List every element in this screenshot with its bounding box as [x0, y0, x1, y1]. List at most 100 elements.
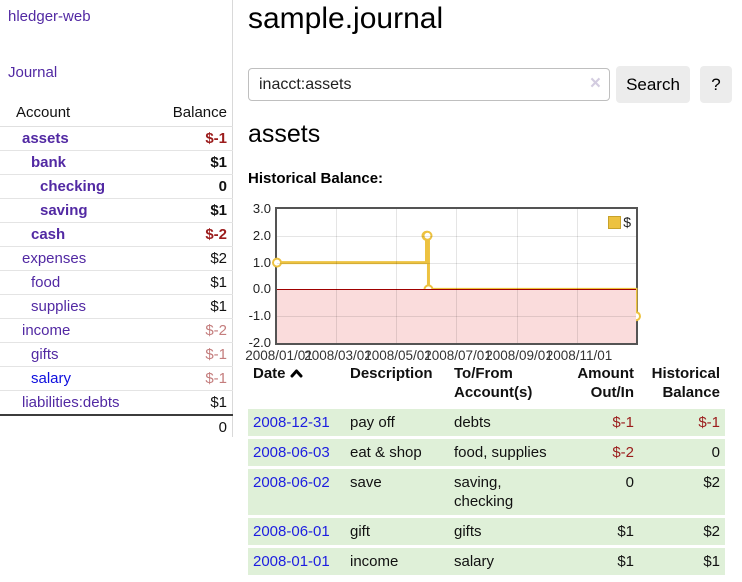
account-cell: assets	[0, 126, 154, 151]
search-input[interactable]	[248, 68, 610, 101]
account-row: food $1	[0, 270, 233, 295]
account-balance: $1	[153, 390, 233, 416]
historical-balance-chart: 3.0 2.0 1.0 0.0 -1.0 -2.0 $ 2008/01/01 2008/03…	[245, 201, 728, 367]
register-row: 2008-01-01 income salary $1 $1	[248, 546, 725, 578]
accounts-header-account: Account	[0, 100, 154, 127]
clear-search-icon[interactable]: ×	[589, 73, 601, 94]
txn-amount: $1	[561, 546, 639, 578]
account-row: assets $-1	[0, 126, 233, 151]
account-row: bank $1	[0, 150, 233, 175]
txn-balance: $1	[639, 546, 725, 578]
register-body: 2008-12-31 pay off debts $-1 $-1 2008-06…	[248, 407, 725, 578]
data-point-marker	[422, 230, 433, 241]
account-row: income $-2	[0, 318, 233, 343]
account-balance: $-2	[153, 222, 233, 247]
v-gridline	[336, 209, 337, 343]
accounts-total-value: 0	[153, 414, 233, 439]
chart-legend: $	[608, 214, 631, 230]
account-balance: $1	[153, 198, 233, 223]
txn-amount: 0	[561, 467, 639, 518]
account-balance: $1	[153, 150, 233, 175]
register-header-accounts: To/From Account(s)	[449, 360, 561, 409]
account-row: liabilities:debts $1	[0, 390, 233, 416]
accounts-header-balance: Balance	[153, 100, 233, 127]
register-header-amount: Amount Out/In	[561, 360, 639, 409]
account-cell: gifts	[0, 342, 154, 367]
txn-date-link[interactable]: 2008-12-31	[253, 414, 330, 431]
account-link[interactable]: income	[22, 322, 71, 339]
txn-description: save	[345, 467, 449, 518]
txn-description: pay off	[345, 407, 449, 439]
sidebar: hledger-web Journal Account Balance asse…	[0, 0, 233, 439]
account-balance: 0	[153, 174, 233, 199]
register-row: 2008-12-31 pay off debts $-1 $-1	[248, 407, 725, 439]
x-tick-label: 2008/03/01	[304, 348, 372, 363]
chart-plot: $	[272, 207, 641, 345]
account-cell: income	[0, 318, 154, 343]
negative-region	[277, 289, 636, 343]
txn-date-link[interactable]: 2008-06-02	[253, 474, 330, 491]
brand-link[interactable]: hledger-web	[8, 8, 91, 25]
account-cell: saving	[0, 198, 154, 223]
account-link[interactable]: gifts	[31, 346, 59, 363]
txn-balance: 0	[639, 437, 725, 469]
accounts-header-row: Account Balance	[0, 100, 233, 127]
txn-balance: $-1	[639, 407, 725, 439]
account-link[interactable]: food	[31, 274, 61, 291]
account-cell: salary	[0, 366, 154, 391]
data-point-marker	[272, 257, 282, 268]
txn-date-cell: 2008-12-31	[248, 407, 345, 439]
v-gridline	[396, 209, 397, 343]
txn-accounts: saving, checking	[449, 467, 561, 518]
account-link[interactable]: assets	[22, 130, 69, 147]
txn-balance: $2	[639, 516, 725, 548]
account-heading: assets	[248, 120, 321, 148]
account-link[interactable]: supplies	[31, 298, 87, 315]
account-row: gifts $-1	[0, 342, 233, 367]
accounts-body: assets $-1 bank $1 checking 0 saving $1 …	[0, 126, 233, 416]
account-balance: $-1	[153, 366, 233, 391]
account-link[interactable]: saving	[40, 202, 88, 219]
txn-balance: $2	[639, 467, 725, 518]
help-button[interactable]: ?	[700, 66, 732, 103]
register-header-row: Date Description To/From Account(s) Amou…	[248, 360, 725, 409]
x-tick-label: 2008/07/01	[424, 348, 492, 363]
accounts-total-spacer	[0, 414, 154, 439]
account-link[interactable]: liabilities:debts	[22, 394, 120, 411]
sort-asc-icon	[290, 364, 303, 383]
account-row: saving $1	[0, 198, 233, 223]
txn-date-link[interactable]: 2008-06-03	[253, 444, 330, 461]
txn-date-link[interactable]: 2008-06-01	[253, 523, 330, 540]
x-tick-label: 2008/11/01	[545, 348, 613, 363]
search-button[interactable]: Search	[616, 66, 690, 103]
account-balance: $1	[153, 294, 233, 319]
account-link[interactable]: bank	[31, 154, 67, 171]
page-title: sample.journal	[248, 2, 444, 35]
accounts-total-row: 0	[0, 414, 233, 439]
zero-line	[277, 289, 636, 291]
txn-accounts: salary	[449, 546, 561, 578]
register-header-balance: Historical Balance	[639, 360, 725, 409]
account-row: expenses $2	[0, 246, 233, 271]
txn-description: income	[345, 546, 449, 578]
txn-amount: $-2	[561, 437, 639, 469]
txn-accounts: food, supplies	[449, 437, 561, 469]
sidebar-item-journal[interactable]: Journal	[8, 64, 58, 81]
y-tick-label: 2.0	[252, 227, 271, 243]
x-tick-label: 2008/01/01	[245, 348, 313, 363]
account-row: salary $-1	[0, 366, 233, 391]
search-bar: × Search ?	[248, 66, 734, 104]
account-cell: liabilities:debts	[0, 390, 154, 416]
y-tick-label: -2.0	[248, 335, 271, 350]
account-link[interactable]: cash	[31, 226, 66, 243]
account-link[interactable]: checking	[40, 178, 106, 195]
txn-date-link[interactable]: 2008-01-01	[253, 553, 330, 570]
account-balance: $-1	[153, 342, 233, 367]
account-link[interactable]: salary	[31, 370, 72, 387]
account-link[interactable]: expenses	[22, 250, 87, 267]
x-tick-label: 2008/05/01	[364, 348, 432, 363]
register-header-date[interactable]: Date	[248, 360, 345, 409]
txn-date-cell: 2008-06-02	[248, 467, 345, 518]
account-row: checking 0	[0, 174, 233, 199]
